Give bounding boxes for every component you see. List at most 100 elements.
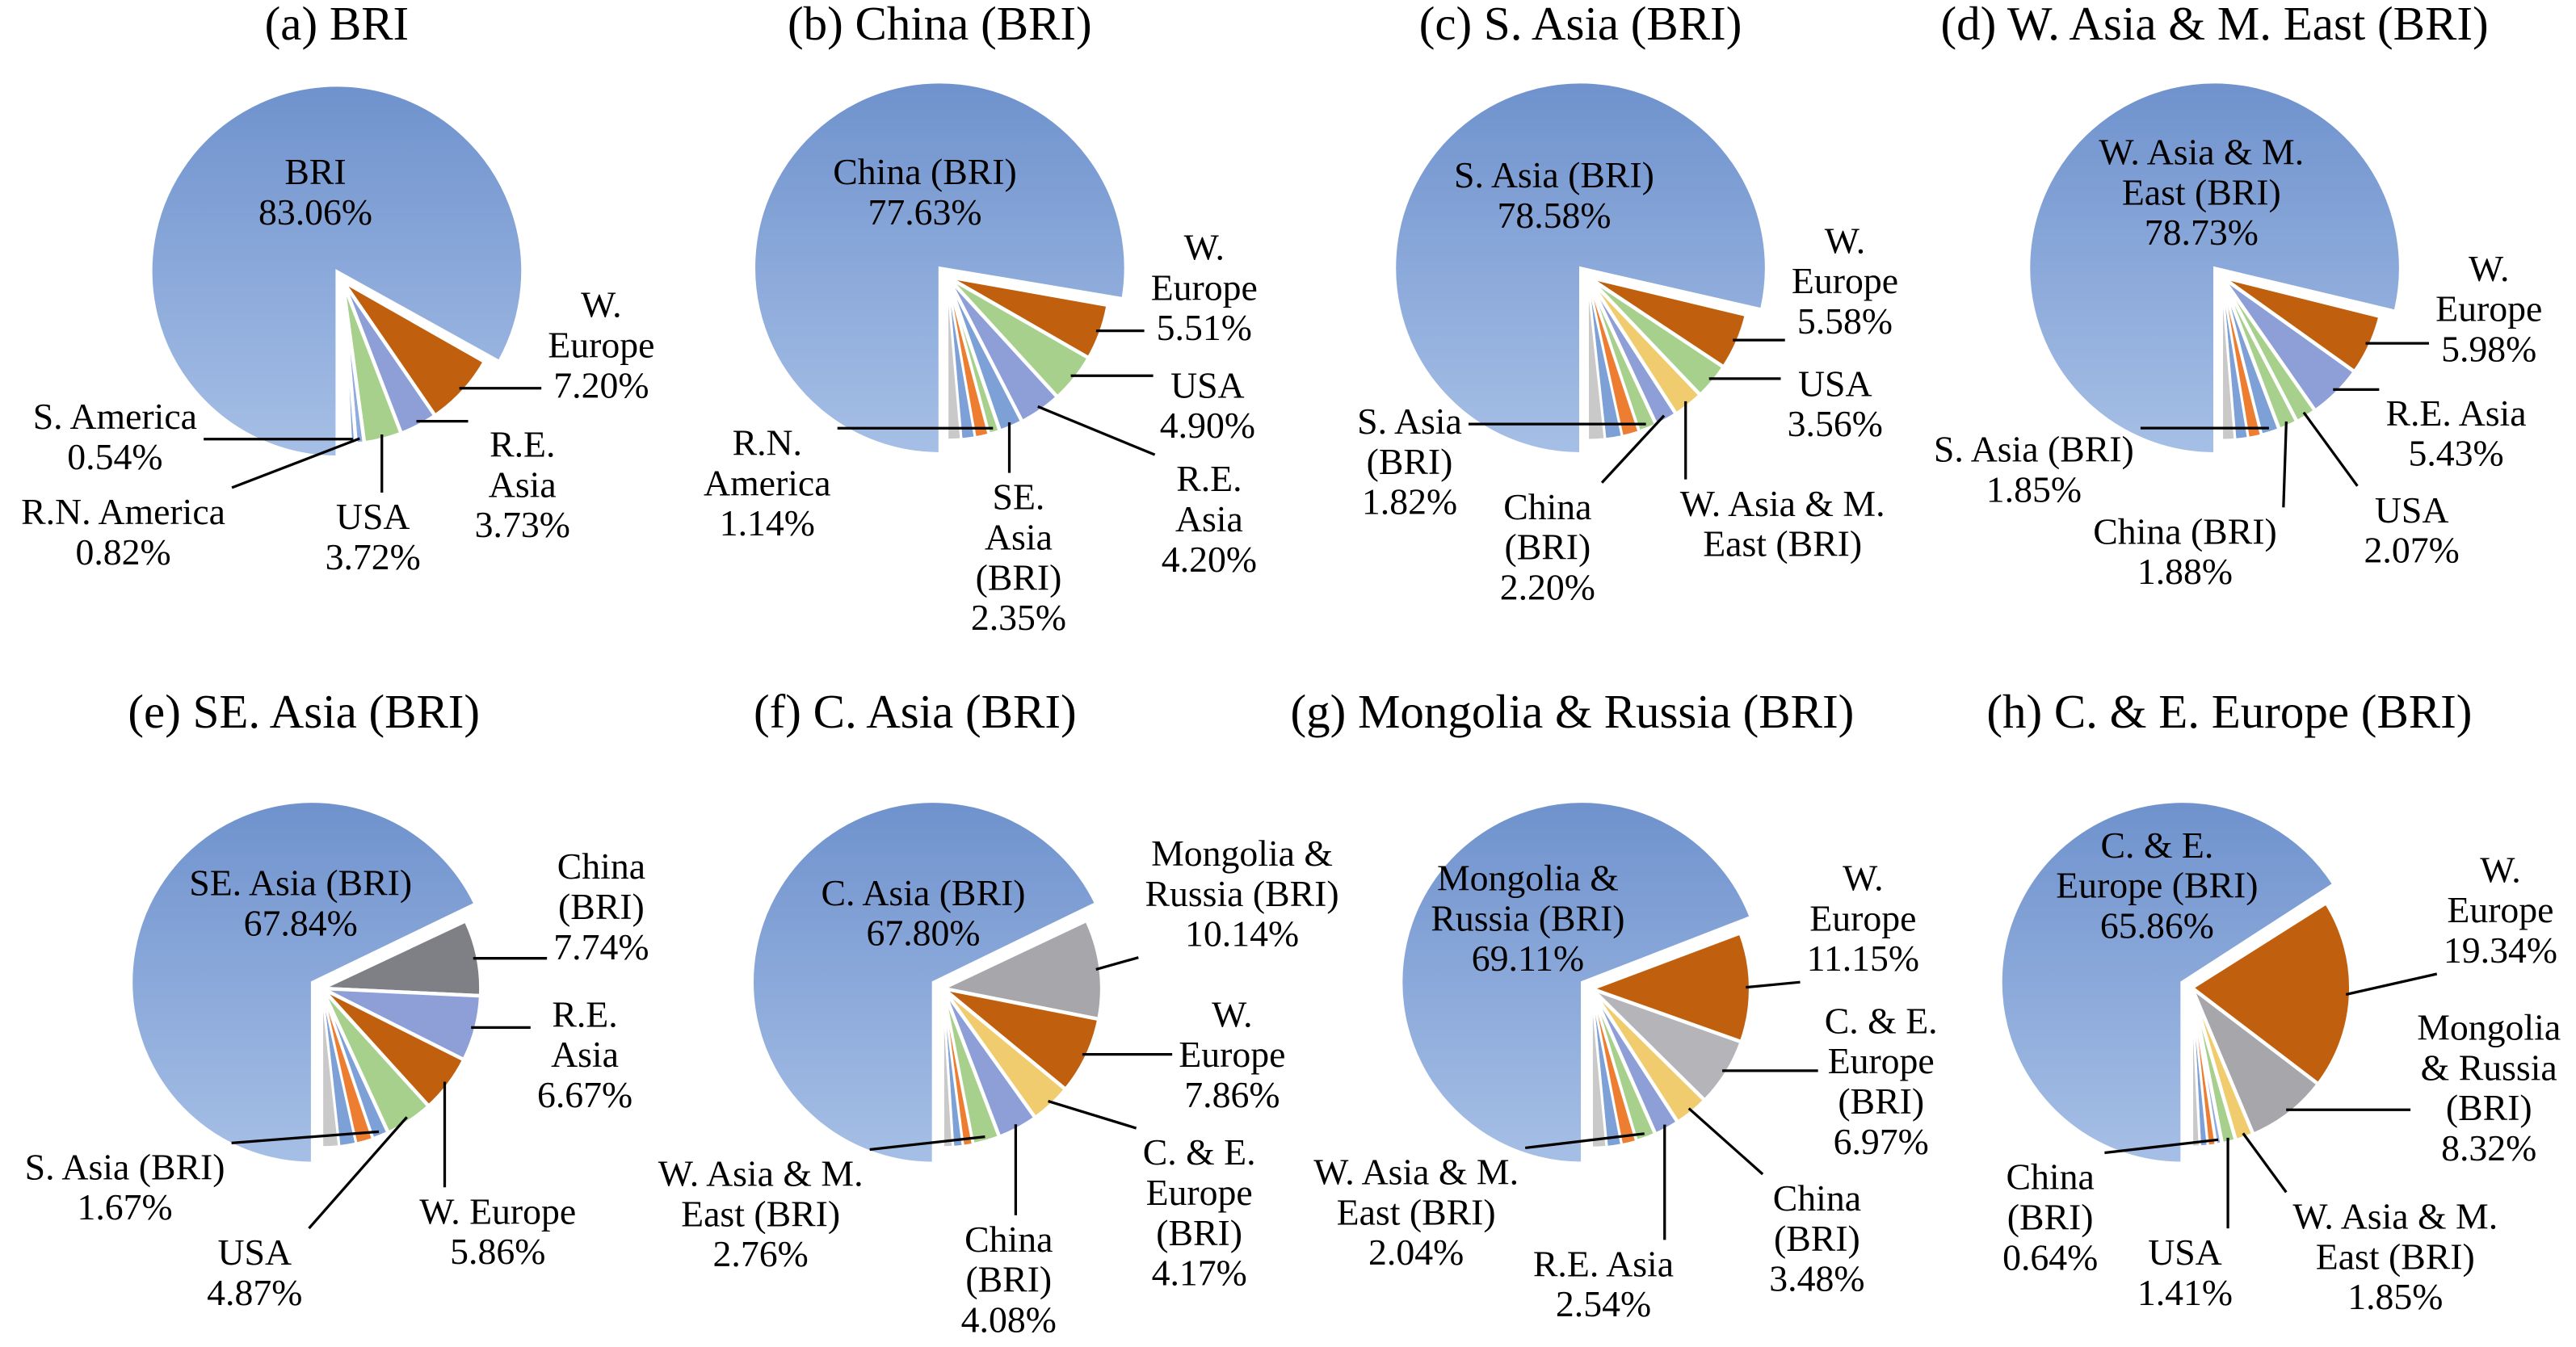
percent-label: 10.14% [1185, 913, 1299, 955]
label-line: Europe [1151, 266, 1258, 308]
slice-label: W. Europe 5.51% [1151, 226, 1258, 348]
leader-line [308, 1116, 408, 1230]
slice-label: USA 4.87% [207, 1232, 302, 1313]
label-line: (BRI) [965, 1259, 1052, 1300]
label-line: East (BRI) [1337, 1191, 1496, 1232]
label-line: East (BRI) [2122, 171, 2281, 212]
leader-line [2345, 972, 2438, 997]
slice-label: S. America 0.54% [33, 396, 197, 477]
label-line: Europe [1179, 1034, 1285, 1075]
leader-line [1048, 1099, 1137, 1130]
leader-line [2282, 421, 2288, 508]
label-line: R.E. [490, 424, 555, 465]
leader-line [1687, 1107, 1764, 1176]
slice-label: S. Asia (BRI) 1.67% [25, 1146, 225, 1227]
label-line: W. Asia & M. [1680, 483, 1885, 524]
label-line: Russia (BRI) [1145, 873, 1338, 914]
leader-line [1037, 405, 1156, 456]
slice-label: W. Asia & M. East (BRI) 2.76% [658, 1153, 864, 1275]
label-line: (BRI) [1774, 1218, 1860, 1259]
percent-label: 0.64% [2002, 1236, 2098, 1278]
leader-line [1600, 414, 1666, 484]
pie-chart-c-s-asia-bri: (c) S. Asia (BRI)S. Asia (BRI) 78.58%W. Eu… [1357, 0, 1898, 607]
label-line: W. [2469, 248, 2509, 289]
slice-label: R.E. Asia 2.54% [1533, 1243, 1674, 1324]
pie-chart-b-china-bri: (b) China (BRI) China (BRI) 77.63% W. Europe… [704, 0, 1258, 638]
chart-title: (c) S. Asia (BRI) [1419, 0, 1742, 50]
main-slice [1400, 800, 1753, 1164]
percent-label: 6.97% [1834, 1121, 1929, 1162]
percent-label: 67.84% [244, 902, 358, 943]
percent-label: 6.67% [537, 1074, 632, 1115]
slice-label: China (BRI) 0.64% [2002, 1156, 2098, 1278]
percent-label: 7.20% [553, 364, 649, 405]
slice-label: China (BRI) 4.08% [961, 1219, 1057, 1341]
slice-label: USA 2.07% [2364, 489, 2460, 571]
slice-label: W. Europe 19.34% [2444, 849, 2557, 971]
percent-label: 1.85% [1986, 468, 2082, 510]
percent-label: 3.73% [475, 504, 570, 545]
label-line: China (BRI) [2093, 510, 2276, 552]
label-line: S. Asia [1357, 401, 1462, 442]
slice-label: BRI 83.06% [258, 151, 372, 233]
label-line: Europe [1809, 897, 1916, 938]
percent-label: 4.17% [1152, 1253, 1247, 1294]
label-line: W. Asia & M. [658, 1153, 864, 1194]
slice-label: W. Asia & M. East (BRI) 78.73% [2099, 132, 2304, 254]
label-line: USA [2148, 1232, 2222, 1273]
slice-label: SE. Asia (BRI) 2.35% [971, 476, 1066, 638]
minor-slice [941, 988, 955, 1149]
percent-label: 78.73% [2145, 212, 2259, 253]
main-slice [2028, 81, 2402, 455]
percent-label: 3.48% [1769, 1258, 1864, 1299]
label-line: Asia [985, 516, 1053, 557]
label-line: USA [336, 496, 410, 537]
label-line: R.E. Asia [2385, 392, 2526, 434]
label-line: (BRI) [558, 886, 645, 927]
label-line: Europe [1792, 260, 1898, 301]
slice-label: C. Asia (BRI) 67.80% [822, 872, 1026, 954]
percent-label: 2.76% [713, 1233, 809, 1274]
label-line: America [704, 462, 830, 503]
label-line: Europe (BRI) [2056, 865, 2258, 906]
slice-label: China (BRI) 2.20% [1500, 486, 1595, 608]
slice-label: R.E. Asia 3.73% [475, 424, 570, 546]
label-line: W. Europe [419, 1190, 576, 1232]
percent-label: 0.54% [67, 436, 162, 477]
label-line: China (BRI) [833, 151, 1016, 192]
label-line: BRI [284, 151, 346, 192]
label-line: Asia [551, 1034, 619, 1075]
percent-label: 67.80% [866, 913, 980, 954]
percent-label: 19.34% [2444, 929, 2557, 971]
label-line: Mongolia & [1437, 857, 1619, 898]
slice-label: W. Europe 7.86% [1179, 993, 1285, 1115]
percent-label: 65.86% [2100, 904, 2214, 946]
slice-label: R.N. America 1.14% [704, 422, 830, 544]
leader-line [869, 1135, 985, 1152]
percent-label: 5.43% [2408, 433, 2503, 474]
slice-label: W. Europe 11.15% [1807, 857, 1919, 979]
slice-label: USA 4.90% [1160, 364, 1255, 446]
label-line: W. [1843, 857, 1883, 898]
pie-chart-g-mongolia-russia-bri: (g) Mongolia & Russia (BRI) Mongolia & Rus… [1290, 685, 1937, 1324]
label-line: S. Asia (BRI) [1934, 429, 2134, 470]
chart-title: (e) SE. Asia (BRI) [128, 685, 480, 738]
main-slice [751, 800, 1098, 1164]
percent-label: 5.51% [1157, 307, 1252, 348]
percent-label: 11.15% [1807, 938, 1919, 979]
label-line: (BRI) [2446, 1087, 2532, 1128]
label-line: China [964, 1219, 1053, 1260]
leader-line [2104, 1138, 2219, 1155]
label-line: C. & E. [1825, 1000, 1938, 1041]
leader-line [231, 437, 360, 489]
percent-label: 4.90% [1160, 405, 1255, 446]
percent-label: 2.04% [1368, 1232, 1464, 1273]
label-line: R.N. America [21, 491, 225, 532]
label-line: R.E. [552, 993, 617, 1034]
slice-label: W. Asia & M. East (BRI) [1680, 483, 1885, 564]
label-line: (BRI) [1838, 1081, 1924, 1122]
percent-label: 3.56% [1788, 403, 1883, 444]
label-line: Mongolia [2417, 1007, 2561, 1048]
pie-chart-f-c-asia-bri: (f) C. Asia (BRI) C. Asia (BRI) 67.80% Mong… [658, 685, 1339, 1340]
